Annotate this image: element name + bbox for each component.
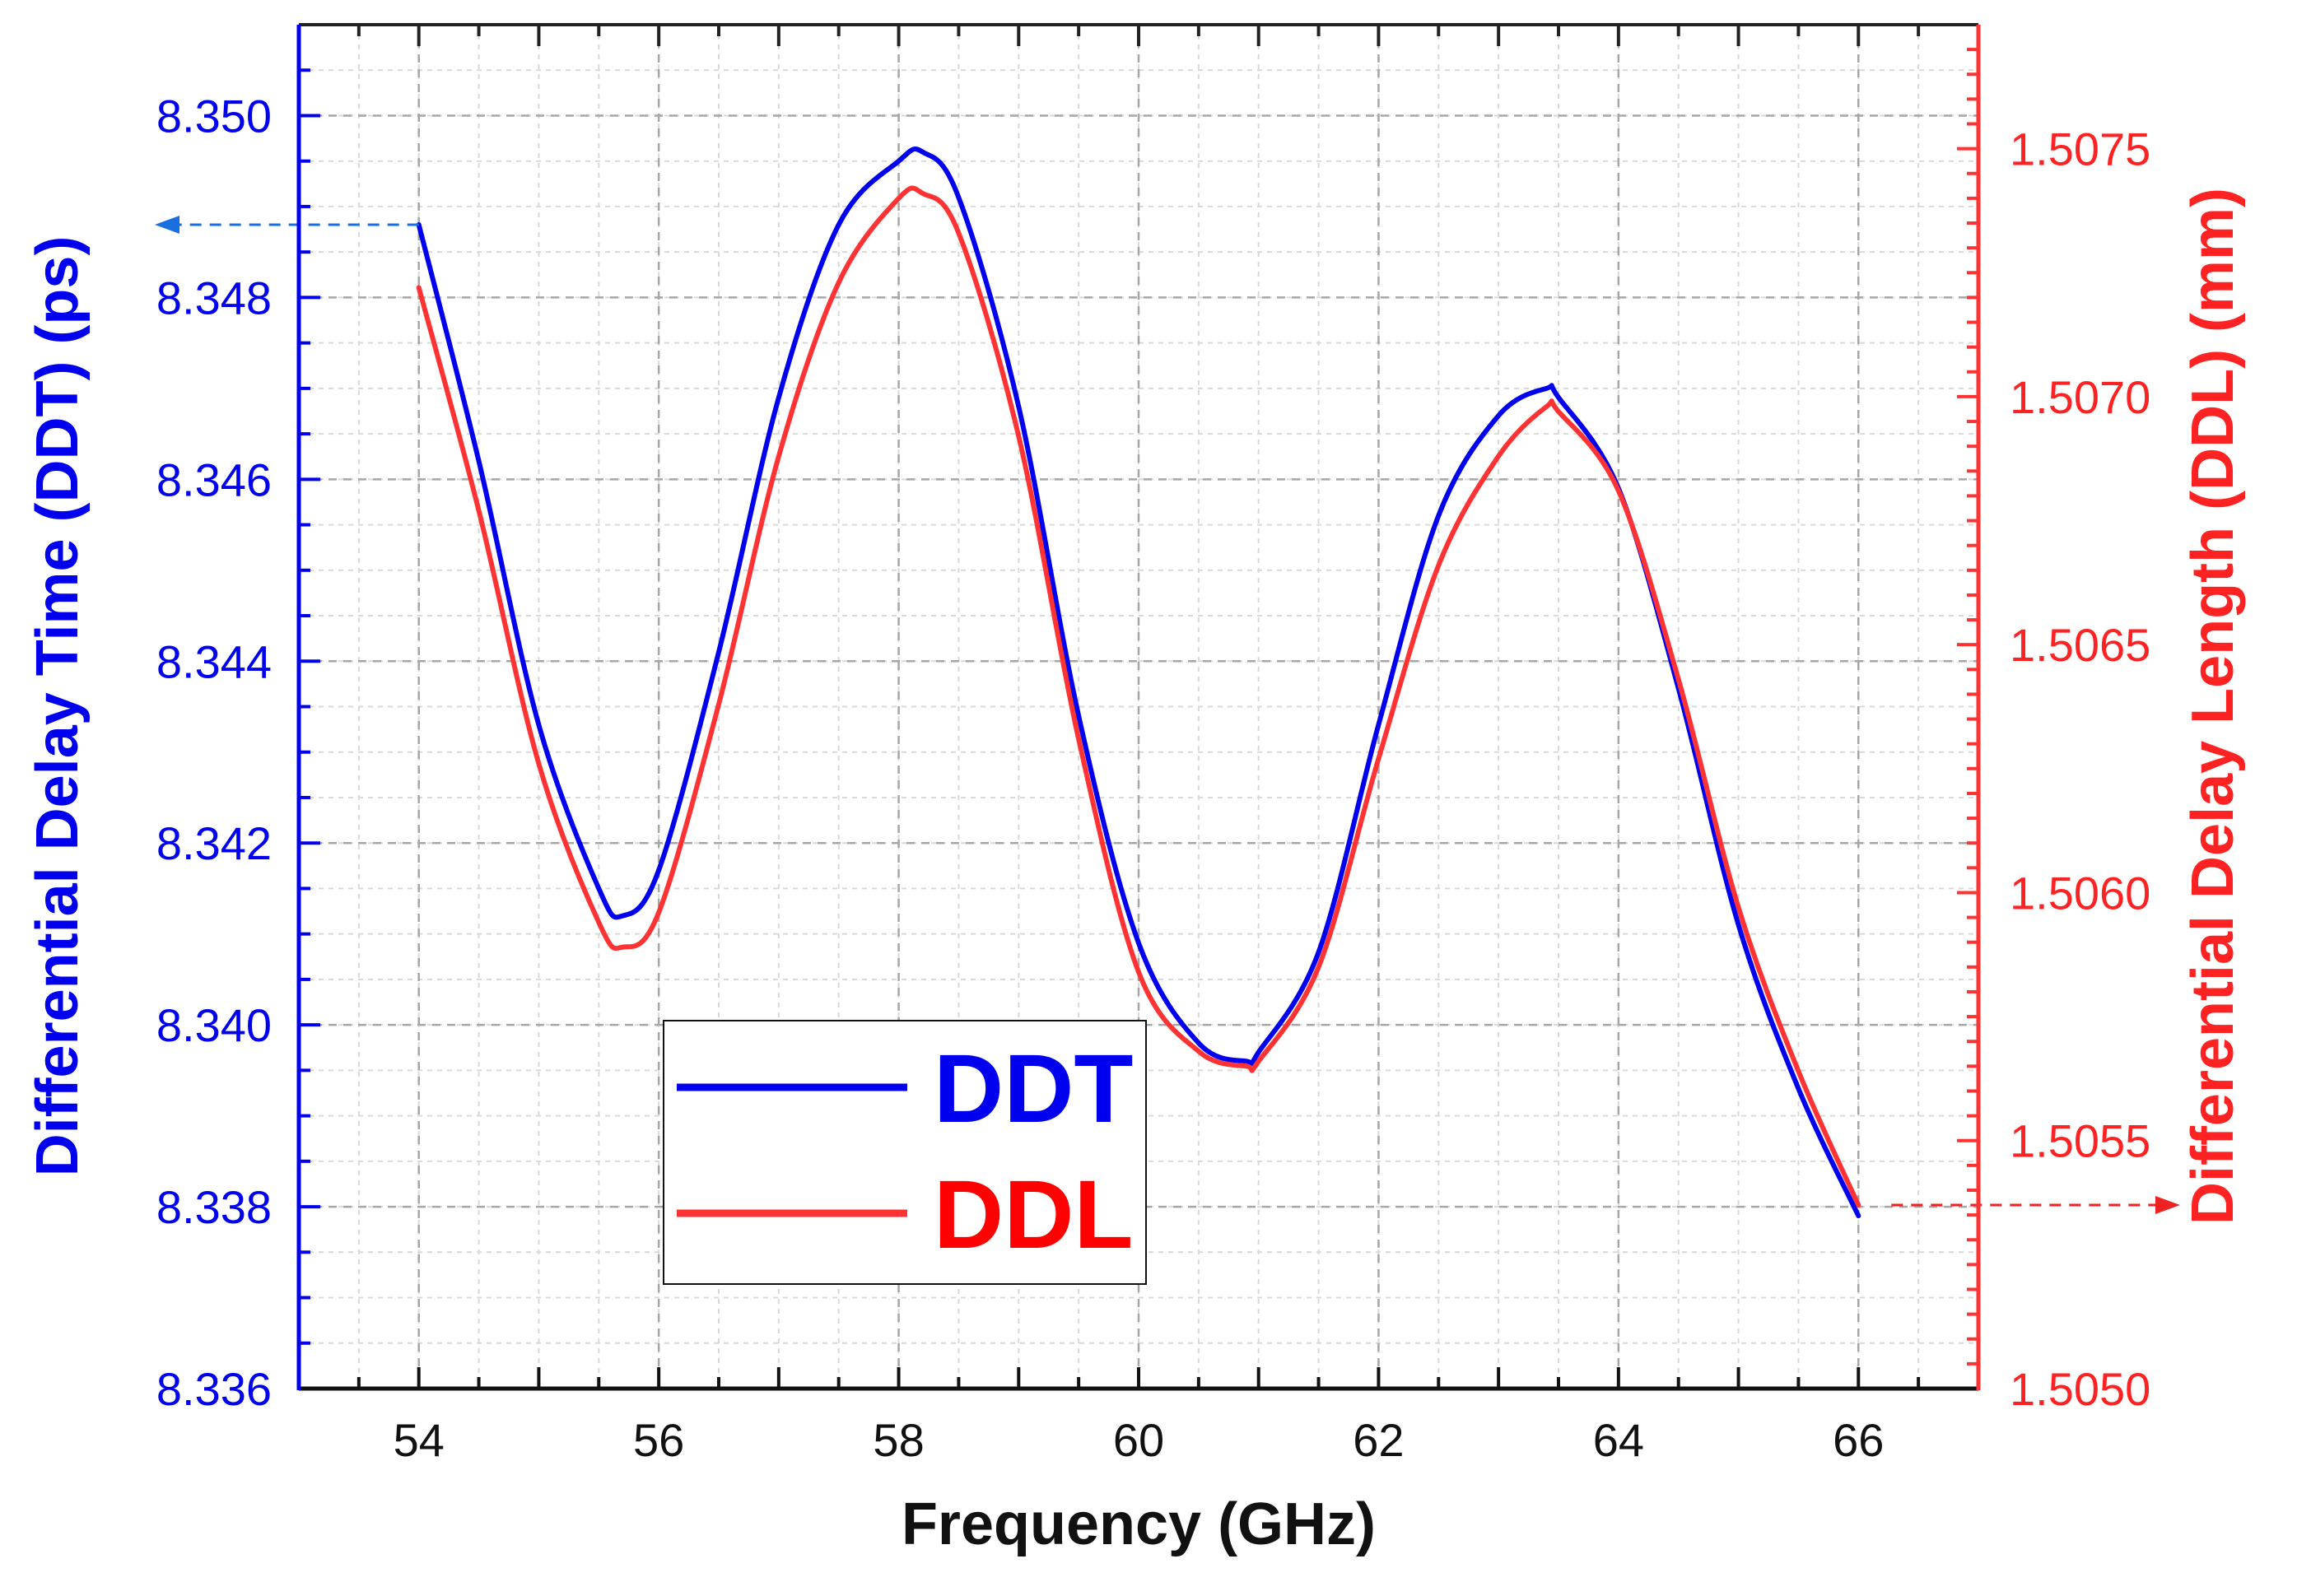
y-tick-label: 8.342 (156, 817, 272, 869)
y-tick-label: 8.350 (156, 90, 272, 142)
legend-box (663, 1020, 1147, 1285)
x-tick-label: 64 (1593, 1414, 1644, 1466)
tick-labels-layer: 54 56 58 60 62 64 66 8.336 8.338 8.340 8.342 8.344 8… (156, 90, 2150, 1466)
x-tick-label: 54 (394, 1414, 445, 1466)
y2-axis-title: Differential Delay Length (DDL) (mm) (2180, 188, 2246, 1225)
series-layer (416, 147, 1861, 1219)
y2-tick-label: 1.5050 (2010, 1363, 2150, 1415)
y2-tick-label: 1.5055 (2010, 1115, 2150, 1167)
y2-tick-label: 1.5065 (2010, 619, 2150, 671)
y-tick-label: 8.348 (156, 272, 272, 323)
axes-layer (296, 23, 1981, 1391)
legend: DDT DDL (663, 1020, 1147, 1285)
legend-label-ddt: DDT (934, 1035, 1134, 1143)
arrowhead-left-icon (155, 216, 179, 235)
y-tick-label: 8.344 (156, 635, 272, 687)
y2-tick-label: 1.5070 (2010, 371, 2150, 423)
y2-tick-label: 1.5075 (2010, 123, 2150, 175)
y-axis-title: Differential Delay Time (DDT) (ps) (25, 236, 91, 1177)
y-tick-label: 8.336 (156, 1363, 272, 1415)
x-tick-label: 62 (1353, 1414, 1404, 1466)
legend-label-ddl: DDL (934, 1161, 1134, 1269)
series-line-ddl (416, 185, 1861, 1208)
x-tick-label: 56 (633, 1414, 684, 1466)
x-tick-label: 58 (873, 1414, 924, 1466)
x-tick-label: 66 (1833, 1414, 1884, 1466)
x-tick-label: 60 (1113, 1414, 1164, 1466)
y-tick-label: 8.338 (156, 1181, 272, 1233)
x-axis-title: Frequency (GHz) (902, 1491, 1376, 1557)
y-tick-label: 8.346 (156, 454, 272, 505)
y2-tick-label: 1.5060 (2010, 867, 2150, 919)
arrowhead-right-icon (2155, 1196, 2180, 1215)
y-tick-label: 8.340 (156, 999, 272, 1051)
